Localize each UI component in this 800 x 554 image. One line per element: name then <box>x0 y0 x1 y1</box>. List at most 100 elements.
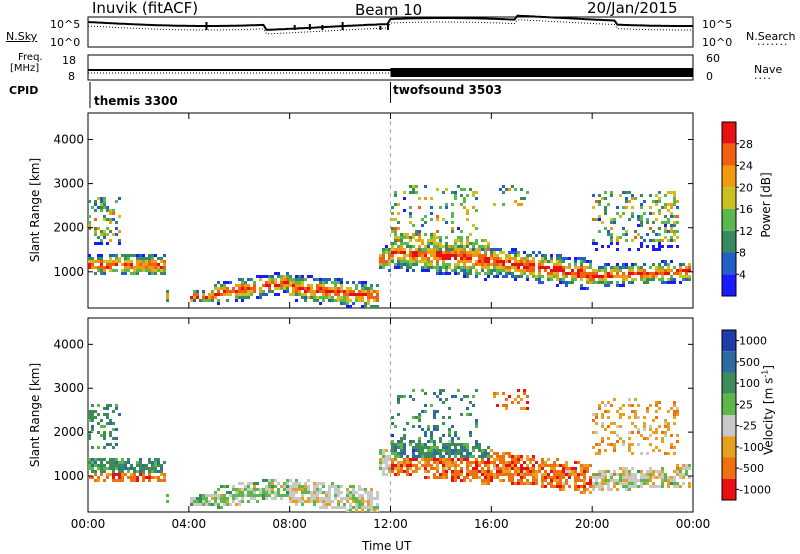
heatmap-cell <box>400 236 403 239</box>
heatmap-cell <box>391 242 394 245</box>
xtick-label: 00:00 <box>676 517 711 531</box>
heatmap-cell <box>595 200 598 203</box>
heatmap-cell <box>148 254 151 257</box>
heatmap-cell <box>427 440 430 443</box>
heatmap-cell <box>685 269 688 272</box>
heatmap-cell <box>580 470 583 473</box>
heatmap-cell <box>355 506 358 509</box>
heatmap-cell <box>352 494 355 497</box>
heatmap-cell <box>667 476 670 479</box>
heatmap-cell <box>226 299 229 302</box>
heatmap-cell <box>619 467 622 470</box>
heatmap-cell <box>421 458 424 461</box>
heatmap-cell <box>130 479 133 482</box>
heatmap-cell <box>439 239 442 242</box>
heatmap-cell <box>547 278 550 281</box>
heatmap-cell <box>112 461 115 464</box>
heatmap-cell <box>88 224 91 227</box>
heatmap-cell <box>481 254 484 257</box>
heatmap-cell <box>211 497 214 500</box>
heatmap-cell <box>373 290 376 293</box>
heatmap-cell <box>643 212 646 215</box>
heatmap-cell <box>472 263 475 266</box>
heatmap-cell <box>247 287 250 290</box>
heatmap-cell <box>466 473 469 476</box>
heatmap-cell <box>142 470 145 473</box>
heatmap-cell <box>406 467 409 470</box>
heatmap-cell <box>88 266 91 269</box>
heatmap-cell <box>640 203 643 206</box>
heatmap-cell <box>202 296 205 299</box>
heatmap-cell <box>331 281 334 284</box>
heatmap-cell <box>601 413 604 416</box>
heatmap-cell <box>634 236 637 239</box>
heatmap-cell <box>283 281 286 284</box>
heatmap-cell <box>409 443 412 446</box>
heatmap-cell <box>622 476 625 479</box>
heatmap-cell <box>211 293 214 296</box>
heatmap-cell <box>226 485 229 488</box>
heatmap-cell <box>358 500 361 503</box>
heatmap-cell <box>256 494 259 497</box>
heatmap-cell <box>403 470 406 473</box>
heatmap-cell <box>493 275 496 278</box>
heatmap-cell <box>343 497 346 500</box>
heatmap-cell <box>265 485 268 488</box>
heatmap-cell <box>637 404 640 407</box>
heatmap-cell <box>667 485 670 488</box>
velocity-ylabel: Slant Range [km] <box>28 362 42 468</box>
heatmap-cell <box>436 260 439 263</box>
heatmap-cell <box>529 269 532 272</box>
heatmap-cell <box>430 197 433 200</box>
heatmap-cell <box>406 269 409 272</box>
heatmap-cell <box>454 191 457 194</box>
heatmap-cell <box>658 272 661 275</box>
heatmap-cell <box>421 251 424 254</box>
heatmap-cell <box>202 299 205 302</box>
heatmap-cell <box>526 260 529 263</box>
heatmap-cell <box>553 272 556 275</box>
heatmap-cell <box>274 479 277 482</box>
heatmap-cell <box>523 482 526 485</box>
heatmap-cell <box>643 476 646 479</box>
heatmap-cell <box>547 260 550 263</box>
heatmap-cell <box>532 473 535 476</box>
heatmap-cell <box>103 458 106 461</box>
heatmap-cell <box>97 413 100 416</box>
heatmap-cell <box>682 464 685 467</box>
heatmap-cell <box>133 476 136 479</box>
heatmap-cell <box>568 476 571 479</box>
heatmap-cell <box>583 482 586 485</box>
heatmap-cell <box>553 263 556 266</box>
heatmap-cell <box>394 266 397 269</box>
heatmap-cell <box>544 470 547 473</box>
heatmap-cell <box>568 470 571 473</box>
heatmap-cell <box>616 236 619 239</box>
heatmap-cell <box>391 218 394 221</box>
heatmap-cell <box>136 476 139 479</box>
heatmap-cell <box>325 287 328 290</box>
heatmap-cell <box>145 260 148 263</box>
heatmap-cell <box>568 473 571 476</box>
heatmap-cell <box>673 401 676 404</box>
heatmap-cell <box>526 395 529 398</box>
heatmap-cell <box>679 263 682 266</box>
heatmap-cell <box>259 293 262 296</box>
heatmap-cell <box>610 443 613 446</box>
heatmap-cell <box>289 284 292 287</box>
heatmap-cell <box>391 212 394 215</box>
heatmap-cell <box>430 458 433 461</box>
heatmap-cell <box>418 419 421 422</box>
heatmap-cell <box>130 464 133 467</box>
heatmap-cell <box>628 443 631 446</box>
heatmap-cell <box>340 284 343 287</box>
heatmap-cell <box>340 278 343 281</box>
heatmap-cell <box>610 275 613 278</box>
heatmap-cell <box>166 293 169 296</box>
heatmap-cell <box>160 479 163 482</box>
heatmap-cell <box>673 197 676 200</box>
heatmap-cell <box>346 302 349 305</box>
heatmap-cell <box>127 458 130 461</box>
heatmap-cell <box>445 452 448 455</box>
heatmap-cell <box>661 470 664 473</box>
